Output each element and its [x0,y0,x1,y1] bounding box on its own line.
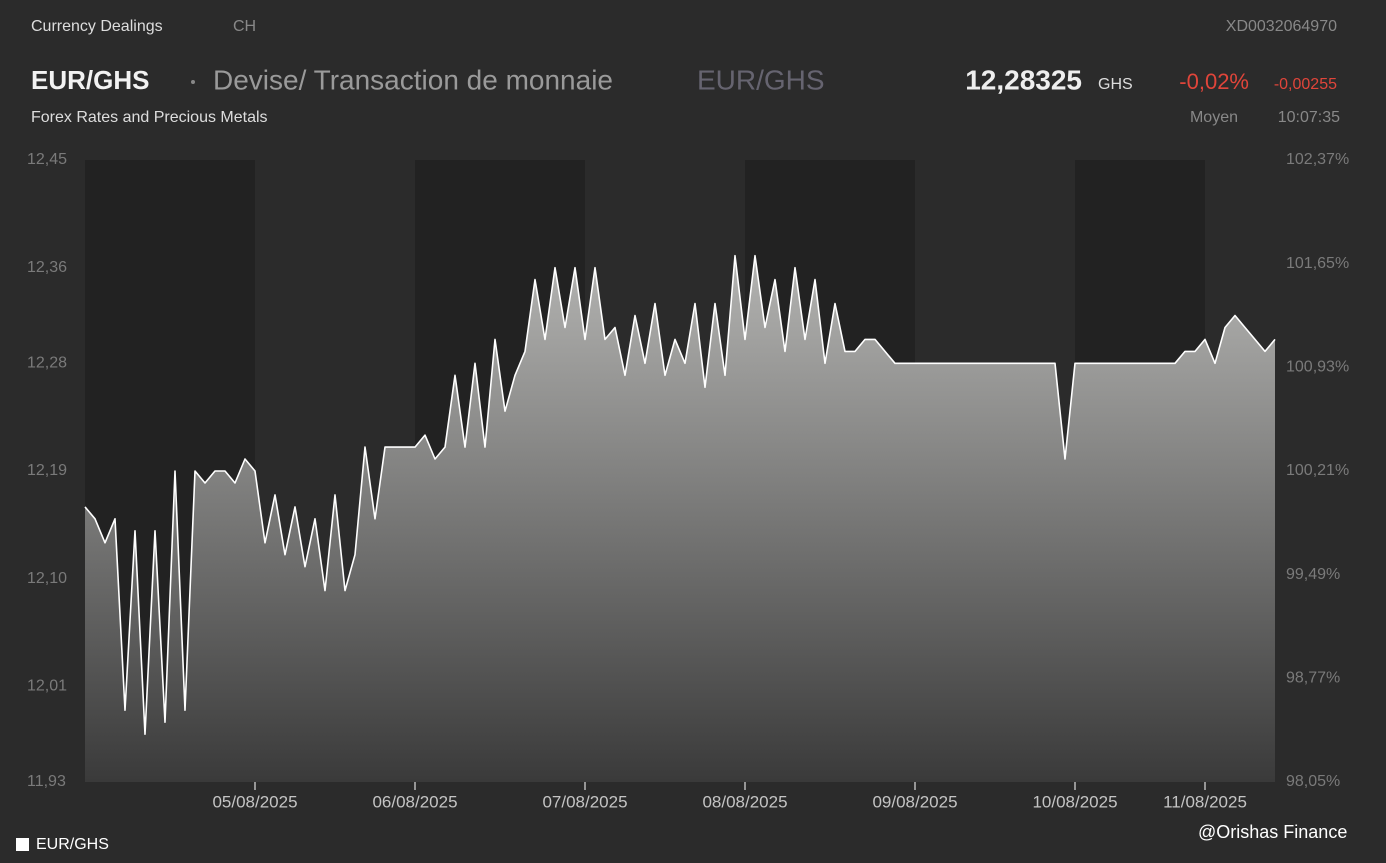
y-tick-label: 12,19 [27,462,67,479]
area-fill [85,255,1275,782]
x-tick-label: 11/08/2025 [1163,792,1247,811]
change-pct: -0,02% [1179,69,1249,94]
y2-tick-label: 100,21% [1286,462,1349,479]
plot [84,254,1276,782]
y-tick-label: 12,36 [27,259,67,276]
y-tick-label: 12,45 [27,151,67,168]
x-tick-label: 10/08/2025 [1032,792,1117,811]
legend-swatch [16,838,29,851]
y-tick-label: 11,93 [27,773,66,790]
x-tick-label: 07/08/2025 [542,792,627,811]
watermark: @Orishas Finance [1198,822,1347,842]
symbol: EUR/GHS [31,65,149,95]
x-tick-label: 09/08/2025 [872,792,957,811]
separator-dot [191,80,195,84]
y2-tick-label: 100,93% [1286,359,1349,376]
instrument-name: Devise/ Transaction de monnaie [213,64,613,95]
y2-tick-label: 101,65% [1286,255,1349,272]
currency: GHS [1098,76,1133,93]
symbol-repeat: EUR/GHS [697,64,825,95]
legend-label: EUR/GHS [36,836,109,853]
isin: XD0032064970 [1226,18,1337,35]
y2-tick-label: 99,49% [1286,566,1340,583]
price: 12,28325 [965,64,1082,95]
y2-tick-label: 98,77% [1286,670,1340,687]
y-tick-label: 12,28 [27,355,67,372]
y2-tick-label: 102,37% [1286,151,1349,168]
y-tick-label: 12,01 [27,678,67,695]
change-abs: -0,00255 [1274,76,1337,93]
category: Currency Dealings [31,18,163,35]
price-line [84,254,1276,735]
y-tick-label: 12,10 [27,570,67,587]
x-tick-label: 08/08/2025 [702,792,787,811]
country: CH [233,18,256,35]
x-tick-label: 05/08/2025 [212,792,297,811]
y2-tick-label: 98,05% [1286,773,1340,790]
time: 10:07:35 [1278,109,1340,126]
subtitle: Forex Rates and Precious Metals [31,109,268,126]
price-type: Moyen [1190,109,1238,126]
x-tick-label: 06/08/2025 [372,792,457,811]
